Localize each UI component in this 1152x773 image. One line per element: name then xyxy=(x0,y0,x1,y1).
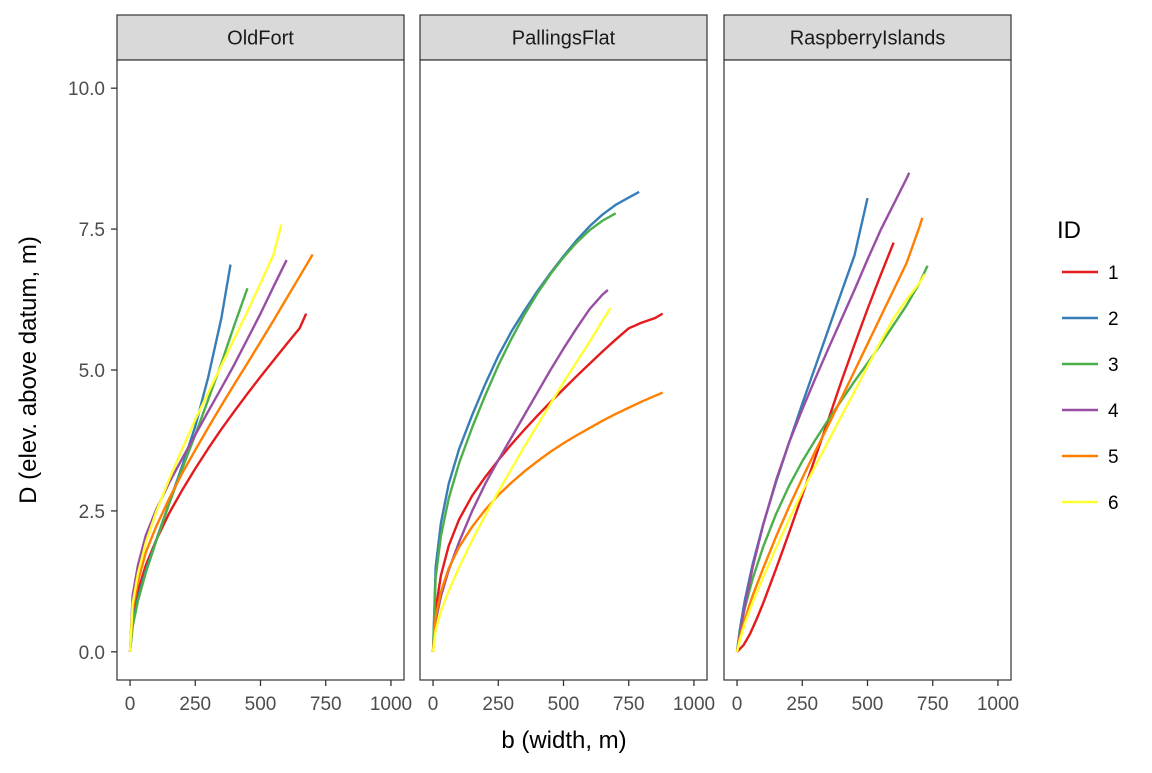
x-tick-label: 500 xyxy=(852,694,884,715)
x-tick-label: 500 xyxy=(245,694,277,715)
series-line-4 xyxy=(128,259,288,652)
x-tick-label: 250 xyxy=(179,694,211,715)
x-tick-label: 1000 xyxy=(977,694,1019,715)
legend-label: 2 xyxy=(1108,309,1119,330)
facet-panel xyxy=(724,60,1011,680)
facet-strip xyxy=(723,14,1012,61)
facet-strip-label: OldFort xyxy=(227,28,294,50)
series-line-5 xyxy=(735,217,924,653)
facet-strip-label: RaspberryIslands xyxy=(790,28,946,50)
legend-label: 6 xyxy=(1108,493,1119,514)
series-line-1 xyxy=(431,312,664,652)
x-tick-label: 250 xyxy=(482,694,514,715)
y-tick-label: 7.5 xyxy=(79,220,105,241)
x-tick-label: 250 xyxy=(786,694,818,715)
x-tick-label: 750 xyxy=(613,694,645,715)
y-tick-label: 5.0 xyxy=(79,361,105,382)
y-tick-label: 2.5 xyxy=(79,502,105,523)
x-tick-label: 0 xyxy=(428,694,439,715)
x-tick-label: 500 xyxy=(548,694,580,715)
series-line-3 xyxy=(735,265,929,652)
series-line-5 xyxy=(431,391,664,652)
x-tick-label: 0 xyxy=(125,694,136,715)
facet-panel xyxy=(117,60,404,680)
legend-label: 3 xyxy=(1108,355,1119,376)
x-tick-label: 750 xyxy=(310,694,342,715)
y-axis-title: D (elev. above datum, m) xyxy=(15,236,42,504)
legend-title: ID xyxy=(1057,217,1081,244)
x-tick-label: 1000 xyxy=(370,694,412,715)
x-tick-label: 750 xyxy=(917,694,949,715)
series-line-6 xyxy=(128,224,283,652)
series-line-3 xyxy=(431,212,617,652)
series-line-6 xyxy=(735,273,926,653)
series-line-6 xyxy=(431,307,612,652)
legend-label: 4 xyxy=(1108,401,1119,422)
series-line-4 xyxy=(735,172,911,653)
series-line-2 xyxy=(431,190,640,652)
y-tick-label: 10.0 xyxy=(68,79,105,100)
x-tick-label: 1000 xyxy=(673,694,715,715)
x-tick-label: 0 xyxy=(732,694,743,715)
facet-panel xyxy=(420,60,707,680)
series-line-5 xyxy=(128,253,314,652)
facet-strip xyxy=(116,14,405,61)
legend-label: 5 xyxy=(1108,447,1119,468)
legend-label: 1 xyxy=(1108,263,1119,284)
series-line-1 xyxy=(128,313,308,652)
facet-strip xyxy=(419,14,708,61)
facet-strip-label: PallingsFlat xyxy=(512,28,616,50)
y-tick-label: 0.0 xyxy=(79,643,105,664)
x-axis-title: b (width, m) xyxy=(501,727,626,754)
series-line-1 xyxy=(736,242,895,653)
